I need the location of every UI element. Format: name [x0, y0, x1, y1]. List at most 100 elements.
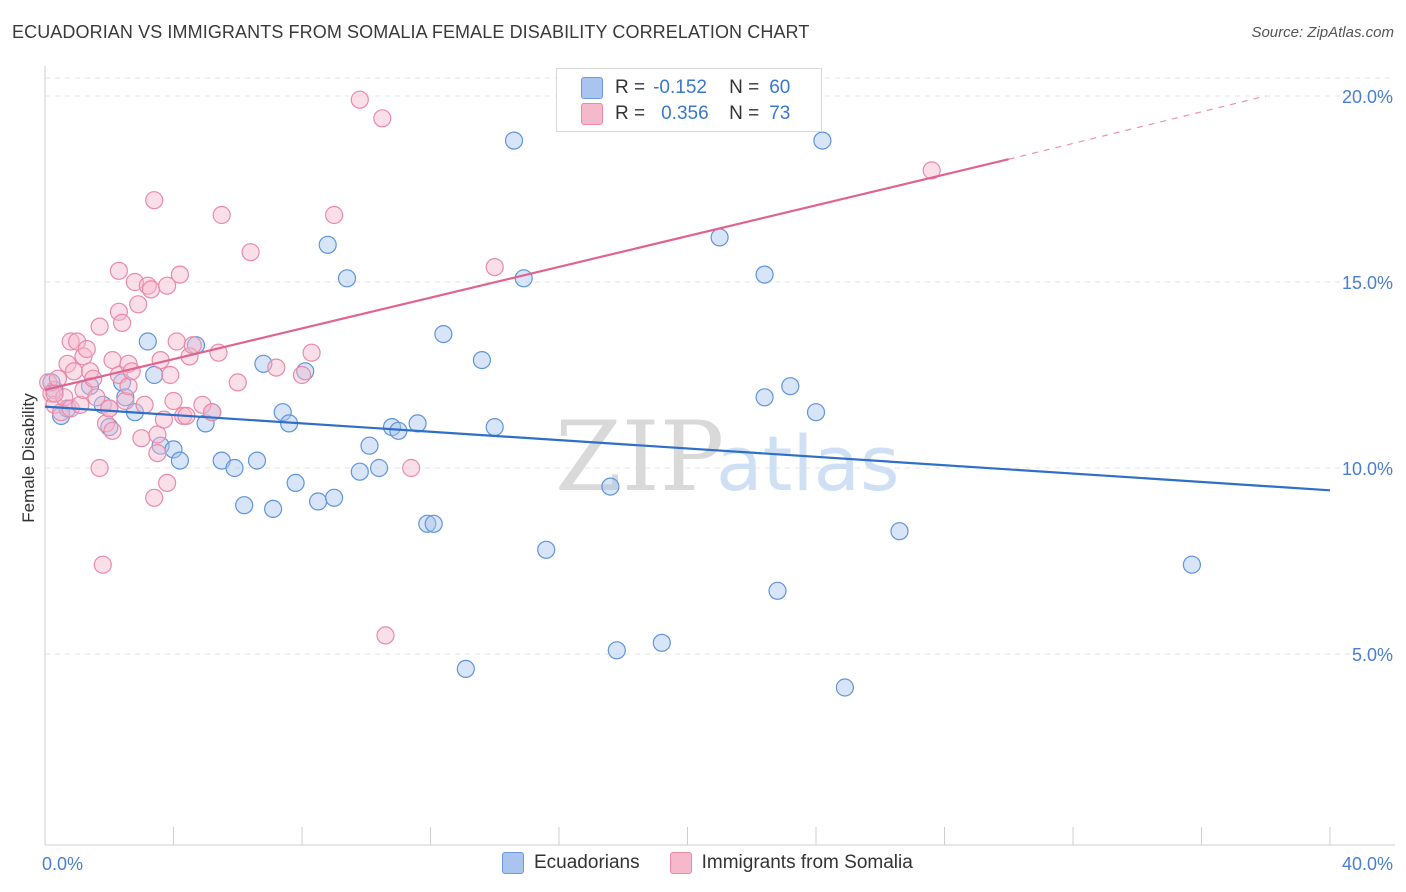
point-somalia — [71, 395, 90, 414]
point-somalia — [170, 265, 189, 284]
point-somalia — [96, 414, 116, 433]
point-ecuadorians — [408, 414, 427, 433]
point-somalia — [148, 444, 167, 463]
legend-label-somalia: Immigrants from Somalia — [701, 852, 913, 873]
point-somalia — [61, 332, 80, 351]
legend-n-value: 60 — [769, 77, 791, 98]
chart-source: Source: ZipAtlas.com — [1251, 24, 1394, 41]
point-somalia — [183, 336, 202, 355]
legend-item-somalia[interactable]: Immigrants from Somalia — [669, 852, 913, 874]
point-somalia — [132, 429, 151, 448]
point-ecuadorians — [456, 659, 475, 679]
point-somalia — [167, 332, 186, 351]
point-somalia — [325, 205, 344, 225]
point-somalia — [267, 358, 286, 377]
point-ecuadorians — [434, 325, 453, 344]
legend-r-label: R = — [615, 103, 646, 124]
point-ecuadorians — [138, 332, 157, 351]
point-somalia — [350, 90, 369, 109]
chart-title: ECUADORIAN VS IMMIGRANTS FROM SOMALIA FE… — [12, 22, 810, 42]
trend-line-somalia — [44, 158, 1010, 391]
legend-label-ecuadorians: Ecuadorians — [534, 852, 640, 873]
point-ecuadorians — [325, 488, 344, 507]
legend-r-value: 0.356 — [661, 103, 709, 124]
legend-n-value: 73 — [769, 103, 791, 124]
point-ecuadorians — [607, 641, 626, 660]
point-ecuadorians — [1182, 555, 1202, 574]
point-somalia — [228, 373, 247, 392]
point-ecuadorians — [768, 581, 787, 600]
series-legend: Ecuadorians Immigrants from Somalia — [502, 852, 943, 874]
point-somalia — [376, 626, 395, 645]
point-ecuadorians — [485, 418, 504, 437]
legend-n-label: N = — [729, 77, 760, 98]
legend-swatch-somalia — [581, 103, 603, 125]
point-somalia — [141, 280, 161, 299]
point-somalia — [148, 425, 167, 444]
legend-item-ecuadorians[interactable]: Ecuadorians — [502, 852, 640, 874]
point-ecuadorians — [755, 388, 774, 407]
point-somalia — [100, 399, 119, 418]
point-somalia — [93, 555, 112, 574]
y-tick-label: 5.0% — [1352, 645, 1393, 665]
watermark-zip: ZIP — [555, 401, 724, 513]
legend-swatch-ecuadorians — [502, 852, 524, 874]
point-ecuadorians — [710, 228, 729, 247]
point-somalia — [402, 458, 421, 478]
point-somalia — [922, 161, 941, 180]
axes — [44, 66, 1395, 846]
point-ecuadorians — [806, 403, 826, 422]
point-ecuadorians — [424, 514, 443, 533]
y-tick-label: 15.0% — [1342, 273, 1393, 293]
point-somalia — [212, 205, 231, 225]
point-ecuadorians — [890, 522, 909, 541]
point-ecuadorians — [309, 492, 328, 511]
legend-swatch-somalia — [669, 852, 692, 874]
point-somalia — [193, 395, 212, 414]
point-ecuadorians — [350, 462, 369, 481]
point-somalia — [116, 391, 135, 411]
legend-row-somalia: R = 0.356 N = 73 — [581, 103, 790, 125]
point-ecuadorians — [337, 269, 357, 288]
legend-row-ecuadorians: R = -0.152 N = 60 — [581, 77, 790, 99]
point-somalia — [58, 354, 77, 373]
point-somalia — [109, 261, 129, 280]
point-somalia — [109, 302, 129, 321]
point-ecuadorians — [472, 351, 491, 370]
point-somalia — [161, 365, 180, 385]
point-ecuadorians — [514, 269, 533, 288]
point-ecuadorians — [318, 235, 337, 254]
point-ecuadorians — [264, 499, 283, 518]
point-somalia — [145, 488, 164, 507]
point-ecuadorians — [360, 436, 379, 455]
point-somalia — [119, 377, 138, 396]
legend-n-label: N = — [729, 103, 760, 124]
point-ecuadorians — [652, 633, 671, 652]
point-ecuadorians — [225, 458, 244, 478]
point-somalia — [373, 109, 392, 128]
point-somalia — [485, 258, 504, 277]
tick-labels: 5.0% 10.0% 15.0% 20.0% 0.0% 40.0% — [42, 87, 1393, 874]
point-somalia — [158, 276, 177, 295]
point-ecuadorians — [755, 265, 774, 284]
point-somalia — [145, 191, 164, 210]
point-ecuadorians — [418, 514, 437, 533]
trend-line-ecuadorians — [44, 405, 1331, 492]
trend-lines — [44, 95, 1331, 492]
x-tick-label: 40.0% — [1342, 854, 1393, 874]
legend-swatch-ecuadorians — [581, 77, 603, 99]
point-ecuadorians — [601, 477, 620, 496]
point-somalia — [302, 343, 321, 362]
point-somalia — [129, 295, 148, 314]
point-ecuadorians — [370, 458, 389, 478]
point-ecuadorians — [286, 473, 305, 492]
watermark-atlas: atlas — [716, 419, 900, 508]
x-tick-label: 0.0% — [42, 854, 83, 874]
point-ecuadorians — [235, 496, 254, 515]
point-somalia — [241, 243, 260, 262]
point-ecuadorians — [196, 414, 215, 433]
point-somalia — [90, 458, 109, 478]
data-points — [39, 90, 1202, 697]
y-axis-title: Female Disability — [19, 393, 38, 523]
